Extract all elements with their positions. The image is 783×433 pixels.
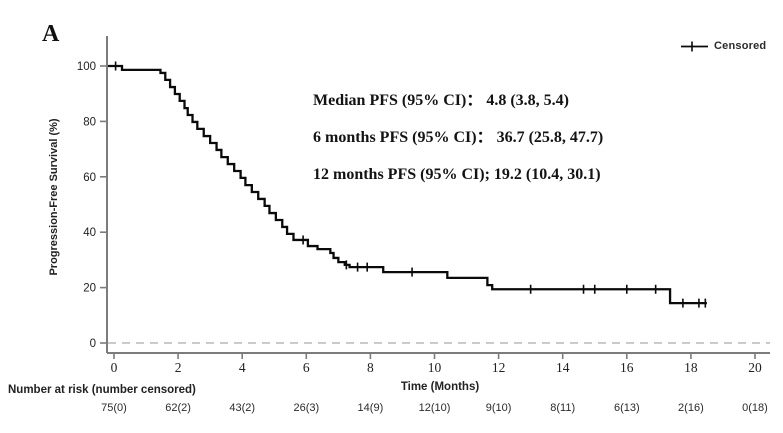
x-tick-label: 10 [428, 360, 442, 375]
risk-value-month-10: 12(10) [418, 402, 451, 414]
risk-value-month-2: 62(2) [165, 402, 191, 414]
risk-value-month-20: 0(18) [742, 402, 768, 414]
x-tick-label: 18 [684, 360, 698, 375]
annotation-12mo-pfs: 12 months PFS (95% CI); 19.2 (10.4, 30.1… [313, 166, 601, 183]
legend: Censored [681, 40, 766, 52]
y-axis-title: Progression-Free Survival (%) [48, 118, 60, 276]
risk-value-month-0: 75(0) [101, 402, 127, 414]
x-tick-label: 20 [748, 360, 762, 375]
pfs-stats-annotation: Median PFS (95% CI)： 4.8 (3.8, 5.4) 6 mo… [313, 92, 603, 203]
risk-value-month-16: 6(13) [613, 402, 640, 414]
risk-value-month-18: 2(16) [678, 402, 704, 414]
number-at-risk-title: Number at risk (number censored) [8, 384, 196, 396]
annotation-6mo-pfs: 6 months PFS (95% CI)： 36.7 (25.8, 47.7) [313, 129, 604, 146]
x-tick-label: 12 [492, 360, 506, 375]
legend-label-censored: Censored [714, 40, 767, 52]
x-tick-label: 14 [556, 360, 570, 375]
risk-value-month-14: 8(11) [550, 402, 576, 414]
annotation-median-pfs: Median PFS (95% CI)： 4.8 (3.8, 5.4) [313, 92, 569, 109]
risk-value-month-8: 14(9) [357, 402, 384, 414]
x-tick-label: 4 [239, 360, 246, 375]
x-tick-label: 6 [303, 360, 310, 375]
x-tick-label: 0 [111, 360, 118, 375]
y-tick-label: 0 [90, 338, 96, 350]
x-tick-label: 2 [175, 360, 182, 375]
risk-value-month-4: 43(2) [229, 402, 256, 414]
x-tick-label: 8 [367, 360, 374, 375]
y-tick-label: 100 [77, 61, 96, 73]
km-curve [108, 64, 707, 305]
panel-label: A [42, 21, 60, 47]
risk-value-month-6: 26(3) [293, 402, 320, 414]
risk-value-month-12: 9(10) [485, 402, 512, 414]
x-axis-title: Time (Months) [400, 381, 480, 393]
y-tick-label: 60 [83, 172, 96, 184]
x-tick-label: 16 [620, 360, 634, 375]
y-tick-label: 40 [83, 227, 96, 239]
number-at-risk-row: 75(0) 62(2) 43(2) 26(3) 14(9) 12(10) 9(10) 8(11… [0, 402, 783, 418]
censored-marker-icon [681, 41, 708, 51]
y-tick-label: 80 [83, 116, 96, 128]
y-tick-label: 20 [83, 283, 96, 295]
